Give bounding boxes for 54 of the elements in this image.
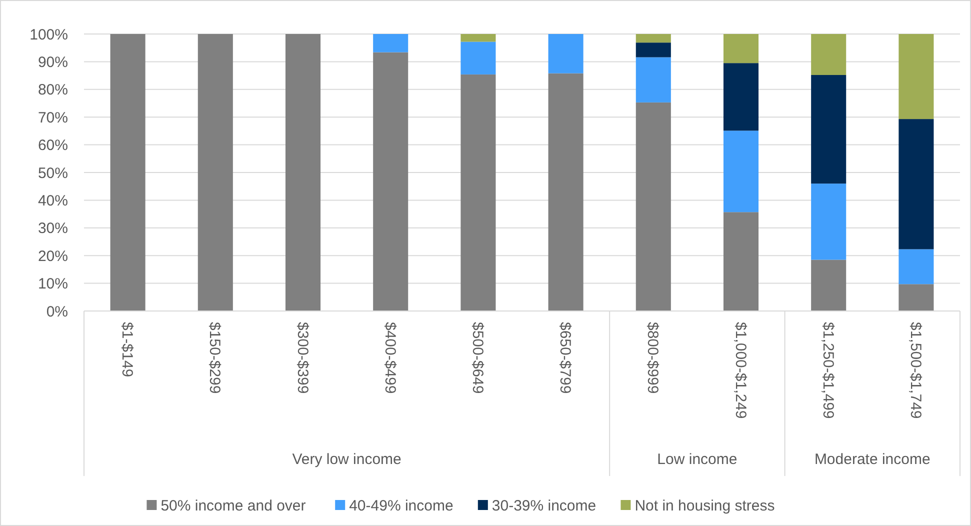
y-tick-label: 30% [38, 220, 68, 238]
x-tick-label: $650-$799 [556, 322, 574, 394]
bar [460, 74, 496, 311]
bar [636, 42, 671, 58]
bar [811, 74, 846, 184]
y-tick-label: 20% [38, 248, 68, 265]
y-tick-label: 40% [38, 192, 68, 210]
text: Low income [657, 451, 738, 468]
x-tick-label: $1,500-$1,749 [906, 322, 924, 419]
bar [811, 260, 846, 311]
bar [373, 52, 408, 311]
y-tick-label: 60% [38, 137, 68, 154]
bar [723, 130, 759, 212]
bar [198, 34, 233, 311]
x-tick-label: $150-$299 [206, 322, 224, 394]
x-tick-label: $1-$149 [118, 322, 136, 378]
bar [636, 57, 671, 102]
x-tick-label: $1,000-$1,249 [732, 322, 749, 419]
legend-label: 50% income and over [160, 497, 306, 514]
bar [460, 42, 496, 74]
legend-label: 30-39% income [492, 497, 596, 514]
y-tick-label: 90% [38, 54, 68, 71]
bar [110, 34, 146, 311]
y-tick-label: 70% [38, 109, 68, 126]
bar [373, 34, 408, 52]
y-tick-label: 100% [30, 26, 68, 44]
bar [811, 184, 846, 260]
bar [636, 102, 671, 311]
bar [548, 34, 584, 74]
y-tick-label: 10% [38, 276, 68, 293]
x-tick-label: $800-$999 [644, 322, 662, 394]
y-tick-label: 80% [38, 82, 68, 99]
x-tick-label: $400-$499 [381, 322, 398, 394]
bar [636, 34, 671, 43]
bar [723, 34, 759, 64]
x-tick-label: $1,250-$1,499 [819, 322, 836, 419]
legend-label: Not in housing stress [634, 497, 775, 514]
text: Moderate income [814, 451, 930, 468]
bar [898, 119, 934, 250]
bar [548, 73, 584, 311]
bar [898, 284, 934, 311]
y-tick-label: 0% [46, 303, 68, 320]
x-tick-label: $500-$649 [468, 322, 486, 394]
text: Very low income [292, 451, 402, 468]
y-tick-label: 50% [38, 164, 68, 182]
bar [898, 249, 934, 284]
legend-label: 40-49% income [349, 497, 454, 514]
bar [811, 34, 846, 75]
bar [285, 34, 321, 311]
bar [723, 212, 759, 311]
bar [460, 34, 496, 42]
x-tick-label: $300-$399 [294, 322, 311, 394]
bar [723, 63, 759, 131]
bar [898, 34, 934, 120]
